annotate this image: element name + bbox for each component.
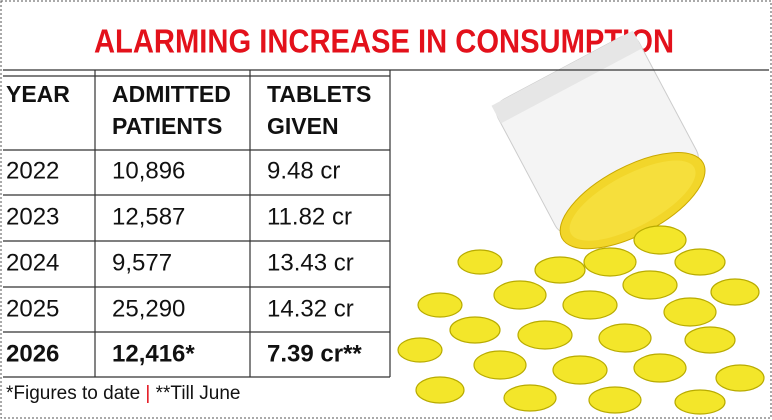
- table-cell: 25,290: [112, 295, 185, 322]
- column-header: YEAR: [6, 81, 70, 107]
- table-cell: 2023: [6, 203, 59, 230]
- table-cell: 11.82 cr: [267, 203, 352, 230]
- footnote-note: *Figures to date: [6, 383, 140, 404]
- table-cell: 14.32 cr: [267, 295, 354, 322]
- table-lines: [3, 69, 769, 378]
- column-header: PATIENTS: [112, 113, 222, 139]
- table-cell: 12,416*: [112, 340, 195, 367]
- pills-illustration: [397, 30, 765, 415]
- footnote-note: **Till June: [156, 383, 241, 404]
- table-cell: 2024: [6, 249, 59, 276]
- table-cell: 2025: [6, 295, 59, 322]
- footnote: *Figures to date | **Till June: [6, 383, 240, 404]
- column-header: ADMITTED: [112, 81, 231, 107]
- title: ALARMING INCREASE IN CONSUMPTION: [94, 23, 674, 60]
- table-cell: 2022: [6, 157, 59, 184]
- table-cell: 12,587: [112, 203, 185, 230]
- footnote-separator: |: [145, 383, 150, 404]
- table-cell: 7.39 cr**: [267, 340, 362, 367]
- table-cell: 10,896: [112, 157, 185, 184]
- table-cell: 9.48 cr: [267, 157, 340, 184]
- table-cell: 2026: [6, 340, 59, 367]
- column-header: TABLETS: [267, 81, 371, 107]
- table-cell: 13.43 cr: [267, 249, 354, 276]
- column-header: GIVEN: [267, 113, 339, 139]
- table-cell: 9,577: [112, 249, 172, 276]
